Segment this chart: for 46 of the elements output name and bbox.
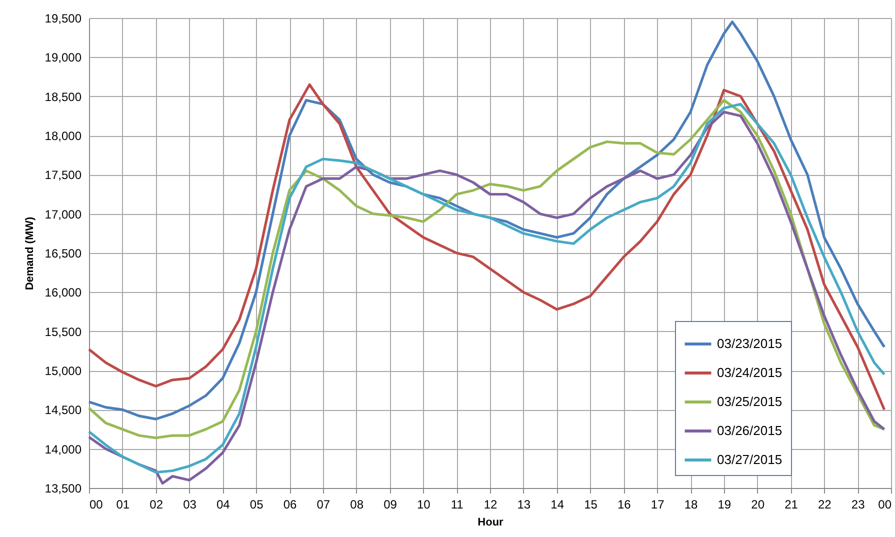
x-tick-label: 06 — [283, 498, 297, 512]
x-tick-label: 22 — [818, 498, 832, 512]
y-tick-label: 18,500 — [44, 90, 82, 104]
x-tick-label: 21 — [784, 498, 798, 512]
x-tick-label: 18 — [684, 498, 698, 512]
x-tick-label: 10 — [416, 498, 431, 512]
legend-label: 03/27/2015 — [717, 452, 782, 467]
y-tick-label: 13,500 — [44, 482, 82, 496]
y-tick-label: 17,000 — [44, 207, 82, 222]
x-tick-label: 09 — [384, 498, 398, 512]
y-axis-title: Demand (MW) — [24, 216, 36, 290]
x-tick-label: 01 — [116, 498, 130, 512]
x-tick-label: 20 — [751, 498, 765, 512]
x-tick-label: 05 — [250, 498, 264, 512]
x-tick-label: 00 — [90, 498, 104, 512]
y-tick-label: 14,500 — [44, 403, 82, 418]
y-tick-label: 16,000 — [44, 286, 82, 300]
x-tick-label: 02 — [150, 498, 164, 512]
y-tick-label: 15,000 — [44, 364, 82, 378]
x-tick-label: 12 — [484, 498, 498, 512]
x-tick-label: 19 — [718, 498, 732, 512]
x-tick-label: 00 — [878, 498, 892, 512]
legend-label: 03/23/2015 — [717, 336, 782, 351]
line-series — [88, 20, 886, 420]
x-tick-label: 13 — [517, 498, 531, 512]
legend-label: 03/25/2015 — [717, 394, 782, 409]
y-tick-label: 16,500 — [44, 246, 82, 260]
x-tick-label: 07 — [316, 498, 330, 512]
x-tick-label: 04 — [216, 498, 230, 512]
y-tick-label: 19,000 — [44, 50, 82, 65]
y-tick-label: 14,000 — [44, 442, 82, 456]
x-tick-label: 23 — [851, 498, 866, 512]
x-tick-label: 17 — [650, 498, 665, 512]
y-tick-label: 17,500 — [44, 168, 82, 182]
legend-label: 03/24/2015 — [717, 365, 782, 380]
y-tick-label: 19,500 — [44, 12, 82, 26]
x-tick-label: 11 — [450, 498, 464, 512]
y-tick-label: 18,000 — [44, 129, 82, 143]
x-tick-label: 03 — [183, 498, 197, 512]
x-tick-label: 16 — [617, 498, 632, 512]
y-tick-label: 15,500 — [44, 324, 82, 339]
x-axis-title: Hour — [478, 516, 504, 528]
x-tick-label: 15 — [584, 498, 598, 512]
x-tick-label: 14 — [550, 498, 564, 512]
x-tick-label: 08 — [350, 498, 364, 512]
legend-label: 03/26/2015 — [717, 423, 782, 438]
